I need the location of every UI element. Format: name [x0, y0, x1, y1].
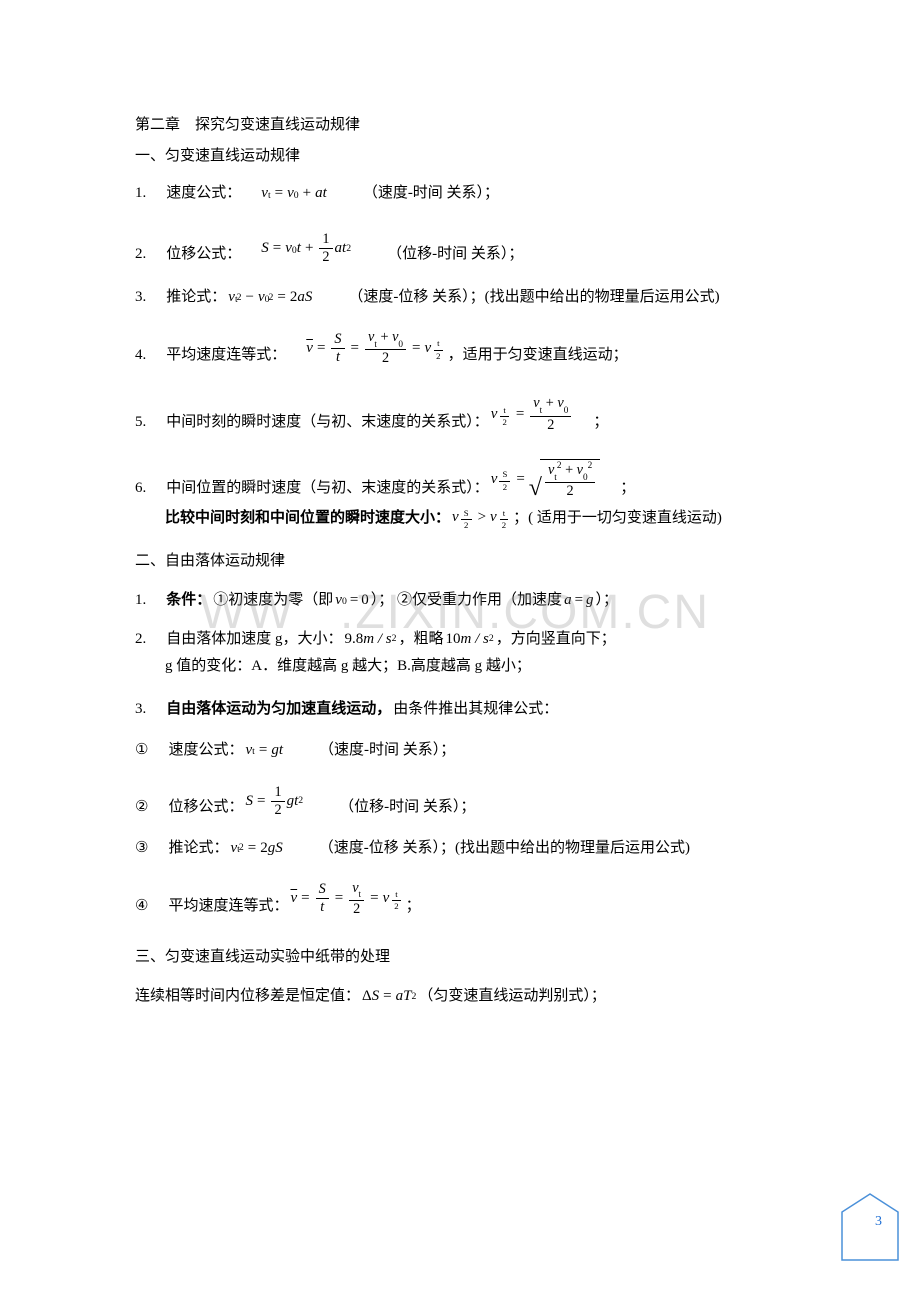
- item-5-label: 5.: [135, 412, 146, 433]
- free-item-2-line2: g 值的变化：A．维度越高 g 越大；B.高度越高 g 越小；: [165, 656, 815, 677]
- free-item-2: 2. 自由落体加速度 g，大小： 9.8 m / s2 ，粗略 10 m / s…: [135, 629, 815, 650]
- circled-4: ④ 平均速度连等式： v = S t = vt 2 = v t2 ；: [135, 881, 815, 918]
- circled-3-label: ③: [135, 838, 148, 859]
- formula-avg-velocity: v = S t = vt + v0 2 = v t2: [306, 330, 445, 367]
- item-4-label: 4.: [135, 345, 146, 366]
- item-3: 3. 推论式： vt2 − v02 = 2aS （速度-位移 关系）；(找出题中…: [135, 287, 815, 308]
- compare-line: 比较中间时刻和中间位置的瞬时速度大小： v S2 > v t2 ；( 适用于一切…: [165, 507, 815, 528]
- item-6-rel: ；: [620, 478, 635, 499]
- free-item-3-text-a: 自由落体运动为匀加速直线运动，: [166, 699, 391, 720]
- formula-displacement: S = v0 t + 1 2 at2: [261, 232, 351, 265]
- formula-free-avg: v = S t = vt 2 = v t2: [290, 881, 403, 918]
- circled-3-rel: （速度-位移 关系）；(找出题中给出的物理量后运用公式): [319, 838, 690, 859]
- item-3-text: 推论式：: [166, 287, 226, 308]
- circled-2: ② 位移公式： S = 1 2 gt2 （位移-时间 关系）；: [135, 785, 815, 818]
- circled-3: ③ 推论式： vt2 = 2gS （速度-位移 关系）；(找出题中给出的物理量后…: [135, 838, 815, 859]
- item-1-rel: （速度-时间 关系）；: [363, 183, 499, 204]
- formula-a-g: a = g: [564, 590, 593, 611]
- free-item-1-label: 1.: [135, 590, 146, 611]
- item-5: 5. 中间时刻的瞬时速度（与初、末速度的关系式）： v t2 = vt + v0…: [135, 396, 815, 433]
- free-item-1-text-a: 条件：: [166, 590, 211, 611]
- free-item-1: 1. 条件： ①初速度为零（即 v0 = 0 ）； ②仅受重力作用（加速度 a …: [135, 590, 815, 611]
- formula-free-disp: S = 1 2 gt2: [245, 785, 303, 818]
- item-6-label: 6.: [135, 478, 146, 499]
- item-1: 1. 速度公式： vt = v0 + at （速度-时间 关系）；: [135, 183, 815, 204]
- formula-free-corr: vt2 = 2gS: [230, 838, 282, 859]
- free-item-2-text-c: ，方向竖直向下；: [496, 629, 616, 650]
- item-2-rel: （位移-时间 关系）；: [387, 244, 523, 265]
- free-item-1-text-c: ）； ②仅受重力作用（加速度: [371, 590, 562, 611]
- formula-tape: ΔS = aT2: [362, 986, 416, 1007]
- circled-2-label: ②: [135, 797, 148, 818]
- formula-free-vel: vt = gt: [245, 740, 283, 761]
- formula-mid-position: v S2 = √ vt2 + v02 2: [491, 459, 600, 499]
- circled-4-text: 平均速度连等式：: [168, 896, 288, 917]
- circled-4-rel: ；: [406, 896, 421, 917]
- free-item-3: 3. 自由落体运动为匀加速直线运动， 由条件推出其规律公式：: [135, 699, 815, 720]
- formula-velocity: vt = v0 + at: [261, 183, 327, 204]
- free-item-3-text-b: 由条件推出其规律公式：: [393, 699, 558, 720]
- section2-title: 二、自由落体运动规律: [135, 551, 815, 572]
- item-5-text: 中间时刻的瞬时速度（与初、末速度的关系式）：: [166, 412, 489, 433]
- free-item-2-text-b: ，粗略: [398, 629, 443, 650]
- document-body: 第二章 探究匀变速直线运动规律 一、匀变速直线运动规律 1. 速度公式： vt …: [135, 115, 815, 1017]
- formula-compare: v S2 > v t2: [452, 507, 511, 528]
- compare-text: 比较中间时刻和中间位置的瞬时速度大小：: [165, 508, 450, 529]
- free-item-3-label: 3.: [135, 699, 146, 720]
- formula-v0-zero: v0 = 0: [335, 590, 369, 611]
- free-item-2-label: 2.: [135, 629, 146, 650]
- circled-1-text: 速度公式：: [168, 740, 243, 761]
- section3-text-a: 连续相等时间内位移差是恒定值：: [135, 986, 360, 1007]
- chapter-title-text: 第二章 探究匀变速直线运动规律: [135, 115, 360, 136]
- circled-1-label: ①: [135, 740, 148, 761]
- formula-g10: 10 m / s2: [446, 629, 494, 650]
- free-item-1-text-d: ）；: [596, 590, 619, 611]
- item-5-rel: ；: [593, 412, 608, 433]
- section3-text-b: （匀变速直线运动判别式）；: [418, 986, 606, 1007]
- item-6: 6. 中间位置的瞬时速度（与初、末速度的关系式）： v S2 = √ vt2 +…: [135, 459, 815, 499]
- item-3-rel: （速度-位移 关系）；(找出题中给出的物理量后运用公式): [348, 287, 719, 308]
- item-1-label: 1.: [135, 183, 146, 204]
- section3-line: 连续相等时间内位移差是恒定值： ΔS = aT2 （匀变速直线运动判别式）；: [135, 986, 815, 1007]
- item-1-text: 速度公式：: [166, 183, 241, 204]
- page-badge: [840, 1192, 900, 1262]
- free-item-2-text-a: 自由落体加速度 g，大小：: [166, 629, 342, 650]
- item-3-label: 3.: [135, 287, 146, 308]
- free-item-2-line2-text: g 值的变化：A．维度越高 g 越大；B.高度越高 g 越小；: [165, 656, 531, 677]
- chapter-title: 第二章 探究匀变速直线运动规律: [135, 115, 815, 136]
- section1-title: 一、匀变速直线运动规律: [135, 146, 815, 167]
- formula-corollary: vt2 − v02 = 2aS: [228, 287, 312, 308]
- item-4-text: 平均速度连等式：: [166, 345, 286, 366]
- section1-title-text: 一、匀变速直线运动规律: [135, 146, 300, 167]
- item-4-rel: ，适用于匀变速直线运动；: [448, 345, 628, 366]
- free-item-1-text-b: ①初速度为零（即: [213, 590, 333, 611]
- circled-1-rel: （速度-时间 关系）；: [319, 740, 455, 761]
- circled-3-text: 推论式：: [168, 838, 228, 859]
- formula-mid-time: v t2 = vt + v0 2: [491, 396, 574, 433]
- item-6-text: 中间位置的瞬时速度（与初、末速度的关系式）：: [166, 478, 489, 499]
- circled-2-text: 位移公式：: [168, 797, 243, 818]
- circled-1: ① 速度公式： vt = gt （速度-时间 关系）；: [135, 740, 815, 761]
- section2-title-text: 二、自由落体运动规律: [135, 551, 285, 572]
- compare-rel: ；( 适用于一切匀变速直线运动): [513, 508, 722, 529]
- section3-title-text: 三、匀变速直线运动实验中纸带的处理: [135, 947, 390, 968]
- section3-title: 三、匀变速直线运动实验中纸带的处理: [135, 947, 815, 968]
- item-2-label: 2.: [135, 244, 146, 265]
- item-4: 4. 平均速度连等式： v = S t = vt + v0 2 = v t2: [135, 330, 815, 367]
- circled-2-rel: （位移-时间 关系）；: [339, 797, 475, 818]
- item-2: 2. 位移公式： S = v0 t + 1 2 at2 （位移-时间 关系）；: [135, 232, 815, 265]
- circled-4-label: ④: [135, 896, 148, 917]
- item-2-text: 位移公式：: [166, 244, 241, 265]
- formula-g98: 9.8 m / s2: [345, 629, 397, 650]
- page-number: 3: [875, 1214, 882, 1230]
